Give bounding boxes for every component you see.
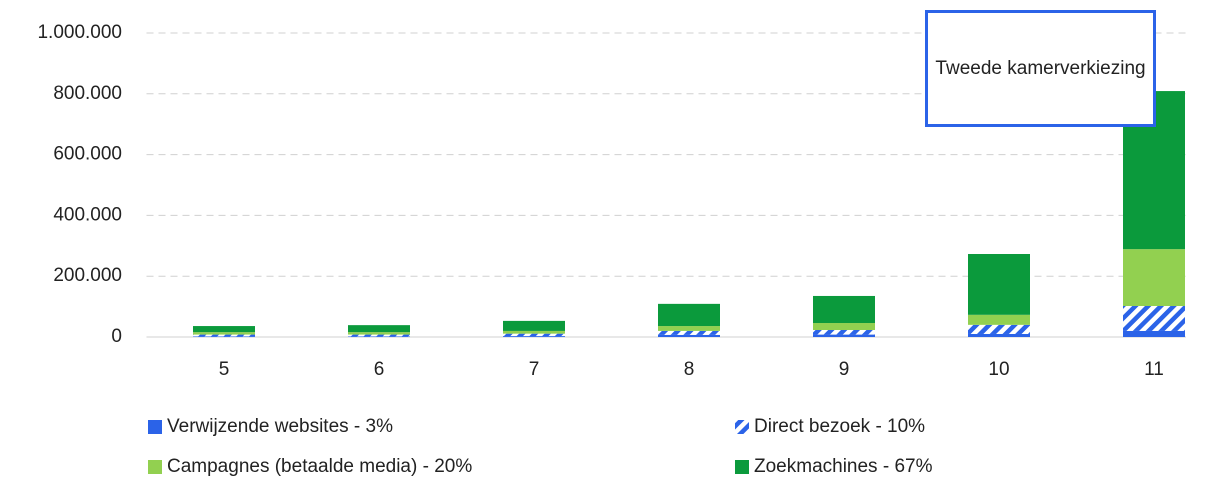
bar-segment — [348, 325, 410, 333]
legend-label: Direct bezoek - 10% — [754, 416, 925, 437]
bar-segment — [503, 320, 565, 331]
x-tick-label: 10 — [988, 359, 1009, 380]
bar-segment — [658, 330, 720, 335]
x-tick-label: 8 — [684, 359, 695, 380]
bar-segment — [813, 323, 875, 331]
bar-segment — [503, 330, 565, 334]
bar-segment — [348, 336, 410, 337]
bar-segment — [503, 333, 565, 337]
bar-segment — [193, 336, 255, 337]
bar-segment — [348, 332, 410, 335]
y-tick-label: 800.000 — [53, 83, 122, 104]
legend-swatch — [148, 420, 162, 434]
y-tick-label: 600.000 — [53, 144, 122, 165]
bar-segment — [813, 334, 875, 337]
x-tick-label: 6 — [374, 359, 385, 380]
bar-segment — [968, 254, 1030, 315]
bar-segment — [813, 330, 875, 335]
y-tick-label: 1.000.000 — [37, 22, 122, 43]
bar-segment — [658, 326, 720, 331]
bar-segment — [1123, 305, 1185, 331]
bar-segment — [503, 336, 565, 337]
bar-segment — [968, 314, 1030, 325]
bar-segment — [658, 334, 720, 337]
bar-segment — [813, 295, 875, 324]
bar-segment — [1123, 330, 1185, 337]
y-tick-label: 400.000 — [53, 204, 122, 225]
y-tick-label: 0 — [111, 326, 122, 347]
bar-segment — [193, 334, 255, 337]
legend-swatch — [735, 460, 749, 474]
legend-swatch — [735, 420, 749, 434]
y-tick-label: 200.000 — [53, 265, 122, 286]
x-tick-label: 5 — [219, 359, 230, 380]
legend-label: Zoekmachines - 67% — [754, 456, 933, 477]
bar-segment — [968, 333, 1030, 337]
bar-segment — [348, 334, 410, 337]
legend-label: Verwijzende websites - 3% — [167, 416, 393, 437]
bar-segment — [193, 326, 255, 333]
bar-segment — [968, 324, 1030, 334]
bar-segment — [658, 303, 720, 327]
x-tick-label: 9 — [839, 359, 850, 380]
annotation: Tweede kamerverkiezing — [925, 10, 1156, 127]
legend-swatch — [148, 460, 162, 474]
bar-segment — [193, 332, 255, 335]
legend-label: Campagnes (betaalde media) - 20% — [167, 456, 472, 477]
bar-segment — [1123, 249, 1185, 306]
x-tick-label: 11 — [1144, 359, 1164, 380]
x-tick-label: 7 — [529, 359, 540, 380]
